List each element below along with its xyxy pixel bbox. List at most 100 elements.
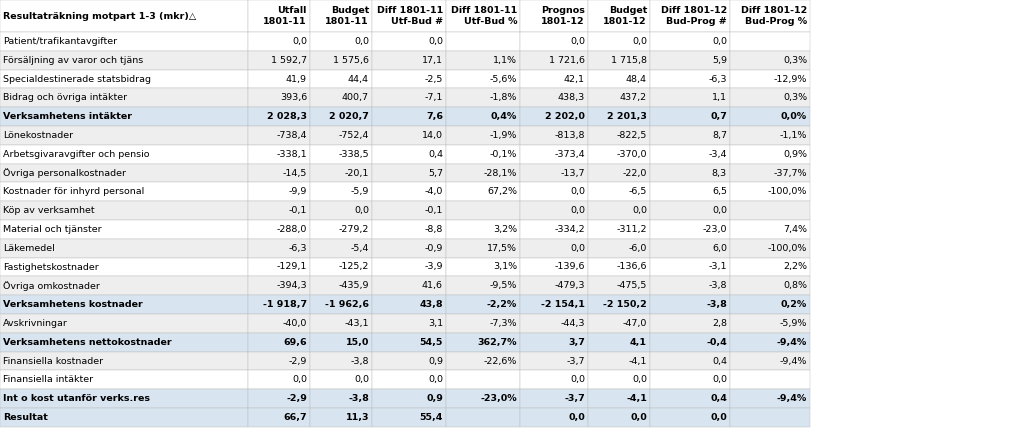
Text: Resultat: Resultat [3, 413, 48, 422]
Bar [650, 0, 730, 32]
Text: Övriga personalkostnader: Övriga personalkostnader [3, 168, 126, 178]
Bar [520, 32, 588, 51]
Text: -6,3: -6,3 [288, 244, 307, 253]
Bar [446, 107, 520, 126]
Text: Köp av verksamhet: Köp av verksamhet [3, 206, 94, 215]
Text: 0,0: 0,0 [570, 37, 585, 46]
Text: 0,0: 0,0 [632, 206, 647, 215]
Bar [650, 32, 730, 51]
Text: 0,0: 0,0 [712, 375, 727, 384]
Text: -373,4: -373,4 [554, 150, 585, 159]
Bar [650, 220, 730, 239]
Text: 0,4: 0,4 [428, 150, 443, 159]
Text: -139,6: -139,6 [554, 262, 585, 271]
Bar [650, 107, 730, 126]
Bar [0, 126, 248, 145]
Text: 3,7: 3,7 [568, 338, 585, 347]
Text: 54,5: 54,5 [419, 338, 443, 347]
Text: 42,1: 42,1 [564, 74, 585, 83]
Text: 8,3: 8,3 [712, 169, 727, 178]
Text: 393,6: 393,6 [279, 93, 307, 102]
Bar [248, 408, 310, 427]
Bar [588, 107, 650, 126]
Text: -338,5: -338,5 [339, 150, 369, 159]
Text: 0,3%: 0,3% [783, 93, 807, 102]
Bar [730, 145, 810, 163]
Bar [588, 389, 650, 408]
Text: -47,0: -47,0 [623, 319, 647, 328]
Bar [446, 314, 520, 333]
Bar [372, 370, 446, 389]
Bar [310, 182, 372, 201]
Text: Finansiella intäkter: Finansiella intäkter [3, 375, 93, 384]
Text: -6,3: -6,3 [709, 74, 727, 83]
Text: Fastighetskostnader: Fastighetskostnader [3, 262, 99, 271]
Text: 41,9: 41,9 [286, 74, 307, 83]
Text: Diff 1801-12
Bud-Prog #: Diff 1801-12 Bud-Prog # [661, 6, 727, 26]
Bar [248, 389, 310, 408]
Bar [650, 201, 730, 220]
Bar [310, 70, 372, 89]
Text: -125,2: -125,2 [339, 262, 369, 271]
Text: Specialdestinerade statsbidrag: Specialdestinerade statsbidrag [3, 74, 151, 83]
Bar [446, 389, 520, 408]
Text: -3,7: -3,7 [567, 357, 585, 366]
Bar [588, 126, 650, 145]
Text: 1,1%: 1,1% [493, 56, 517, 65]
Bar [650, 145, 730, 163]
Bar [520, 70, 588, 89]
Bar [520, 107, 588, 126]
Bar [520, 295, 588, 314]
Text: 5,9: 5,9 [712, 56, 727, 65]
Text: 0,9: 0,9 [428, 357, 443, 366]
Bar [730, 408, 810, 427]
Text: 0,0: 0,0 [570, 375, 585, 384]
Bar [650, 126, 730, 145]
Bar [650, 70, 730, 89]
Text: 1 592,7: 1 592,7 [271, 56, 307, 65]
Bar [588, 32, 650, 51]
Text: 3,2%: 3,2% [493, 225, 517, 234]
Bar [248, 220, 310, 239]
Text: 2,2%: 2,2% [783, 262, 807, 271]
Bar [588, 258, 650, 276]
Bar [248, 370, 310, 389]
Text: 1 721,6: 1 721,6 [549, 56, 585, 65]
Bar [446, 145, 520, 163]
Text: 55,4: 55,4 [419, 413, 443, 422]
Bar [650, 389, 730, 408]
Text: 6,5: 6,5 [712, 187, 727, 196]
Text: Diff 1801-11
Utf-Bud #: Diff 1801-11 Utf-Bud # [376, 6, 443, 26]
Bar [730, 220, 810, 239]
Bar [310, 107, 372, 126]
Bar [730, 314, 810, 333]
Text: 0,0: 0,0 [570, 187, 585, 196]
Bar [520, 258, 588, 276]
Bar [588, 370, 650, 389]
Text: -22,6%: -22,6% [484, 357, 517, 366]
Text: 438,3: 438,3 [558, 93, 585, 102]
Text: -3,9: -3,9 [425, 262, 443, 271]
Text: -3,4: -3,4 [709, 150, 727, 159]
Bar [0, 408, 248, 427]
Bar [310, 0, 372, 32]
Text: -6,5: -6,5 [628, 187, 647, 196]
Text: -6,0: -6,0 [628, 244, 647, 253]
Bar [248, 145, 310, 163]
Bar [520, 408, 588, 427]
Bar [310, 295, 372, 314]
Text: -3,8: -3,8 [706, 300, 727, 309]
Bar [248, 0, 310, 32]
Bar [588, 145, 650, 163]
Bar [310, 239, 372, 258]
Text: Övriga omkostnader: Övriga omkostnader [3, 281, 100, 291]
Text: Kostnader för inhyrd personal: Kostnader för inhyrd personal [3, 187, 144, 196]
Bar [650, 351, 730, 370]
Bar [372, 351, 446, 370]
Bar [0, 89, 248, 107]
Bar [730, 70, 810, 89]
Text: 1 715,8: 1 715,8 [611, 56, 647, 65]
Bar [520, 145, 588, 163]
Text: -5,9: -5,9 [351, 187, 369, 196]
Bar [730, 258, 810, 276]
